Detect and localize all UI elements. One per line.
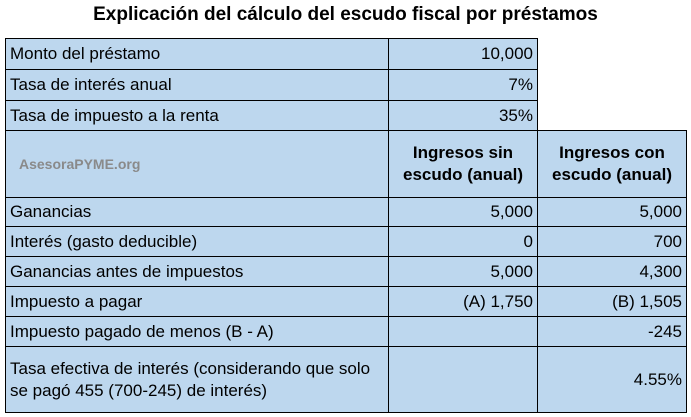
row-label-tax-due: Impuesto a pagar [5,286,389,317]
row-value-tax-underpaid-with: -245 [537,316,687,347]
watermark-text: AsesoraPYME.org [19,156,141,172]
row-value-earnings-with: 5,000 [537,197,687,227]
column-header-with-shield: Ingresos con escudo (anual) [537,130,687,198]
row-value-effective-rate-without [388,346,538,413]
column-header-without-shield: Ingresos sin escudo (anual) [388,130,538,198]
row-value-effective-rate-with: 4.55% [537,346,687,413]
row-value-interest-without: 0 [388,226,538,257]
input-label-interest-rate: Tasa de interés anual [5,69,389,101]
input-value-loan-amount: 10,000 [388,38,538,70]
row-label-earnings: Ganancias [5,197,389,227]
input-value-tax-rate: 35% [388,100,538,131]
row-value-earnings-without: 5,000 [388,197,538,227]
row-label-ebt: Ganancias antes de impuestos [5,256,389,287]
watermark-cell: AsesoraPYME.org [5,130,389,198]
row-value-tax-underpaid-without [388,316,538,347]
input-label-loan-amount: Monto del préstamo [5,38,389,70]
input-label-tax-rate: Tasa de impuesto a la renta [5,100,389,131]
page-title: Explicación del cálculo del escudo fisca… [93,4,598,25]
row-value-ebt-with: 4,300 [537,256,687,287]
row-label-effective-rate: Tasa efectiva de interés (considerando q… [5,346,389,413]
row-value-tax-due-without: (A) 1,750 [388,286,538,317]
row-label-interest: Interés (gasto deducible) [5,226,389,257]
input-value-interest-rate: 7% [388,69,538,101]
row-value-ebt-without: 5,000 [388,256,538,287]
row-value-interest-with: 700 [537,226,687,257]
row-value-tax-due-with: (B) 1,505 [537,286,687,317]
row-label-tax-underpaid: Impuesto pagado de menos (B - A) [5,316,389,347]
